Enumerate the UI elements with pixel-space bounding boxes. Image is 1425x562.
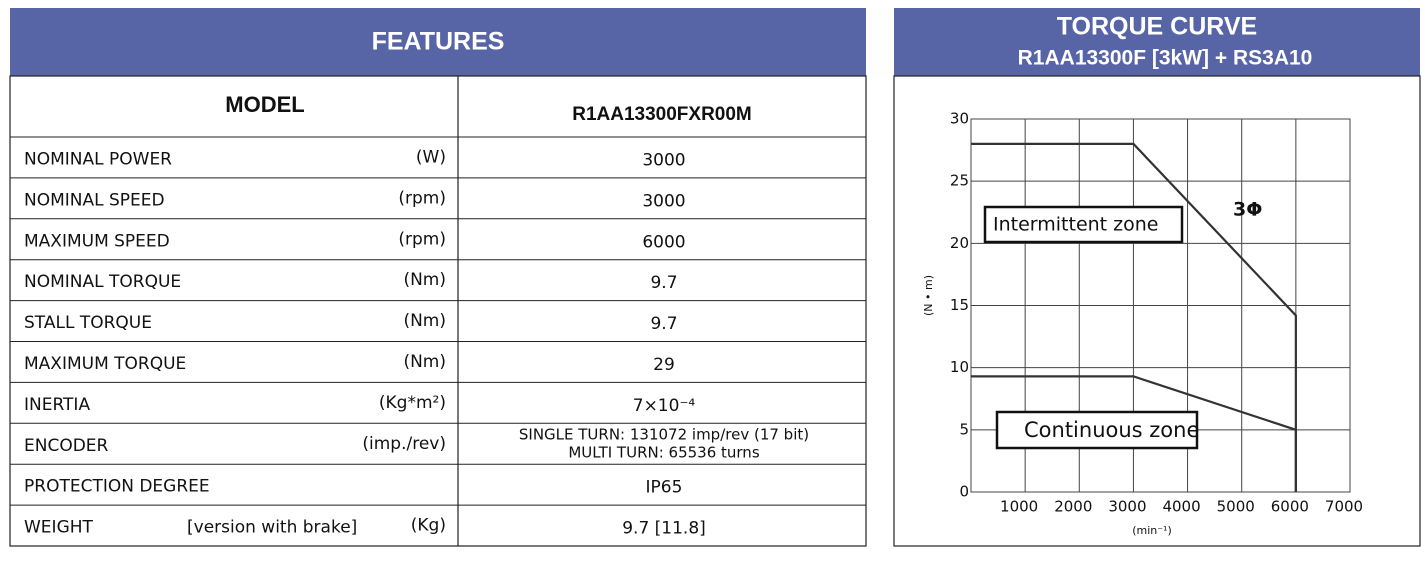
row-label: WEIGHT	[24, 518, 94, 538]
row-unit: (Nm)	[403, 352, 446, 372]
curve	[971, 375, 1297, 492]
features-title: FEATURES	[372, 28, 505, 56]
y-tick-label: 15	[950, 296, 969, 314]
x-tick-label: 2000	[1054, 498, 1092, 516]
model-value: R1AA13300FXR00M	[572, 104, 752, 125]
row-value: IP65	[646, 478, 683, 498]
row-value: 7×10⁻⁴	[633, 396, 696, 416]
x-tick-label: 3000	[1108, 498, 1146, 516]
row-label: MAXIMUM SPEED	[24, 231, 170, 251]
y-tick-label: 30	[950, 110, 969, 128]
row-label: NOMINAL TORQUE	[24, 272, 181, 292]
model-header: MODEL	[225, 92, 304, 117]
chart-title: TORQUE CURVE	[1057, 13, 1258, 41]
row-value: MULTI TURN: 65536 turns	[568, 443, 759, 461]
row-unit: (rpm)	[398, 188, 446, 208]
row-label: ENCODER	[24, 436, 109, 456]
annotation: 3Φ	[1233, 199, 1262, 221]
row-unit: (Nm)	[403, 270, 446, 290]
row-note: [version with brake]	[187, 518, 357, 538]
features-header	[10, 8, 866, 76]
row-value: 3000	[642, 191, 685, 211]
legend-label: Intermittent zone	[993, 214, 1159, 236]
plot-frame	[970, 118, 1351, 493]
row-label: INERTIA	[24, 395, 90, 415]
row-label: STALL TORQUE	[24, 313, 152, 333]
chart-subtitle: R1AA13300F [3kW] + RS3A10	[1018, 47, 1313, 70]
row-value: 6000	[642, 232, 685, 252]
row-unit: (rpm)	[398, 229, 446, 249]
y-tick-label: 10	[950, 358, 969, 376]
row-label: NOMINAL SPEED	[24, 190, 165, 210]
x-tick-label: 5000	[1217, 498, 1255, 516]
y-axis-label: (N • m)	[922, 275, 935, 316]
curve	[971, 142, 1297, 492]
table-border	[9, 75, 867, 547]
row-unit: (Kg*m²)	[379, 393, 446, 413]
row-value: 29	[653, 355, 675, 375]
x-tick-label: 4000	[1162, 498, 1200, 516]
row-label: MAXIMUM TORQUE	[24, 354, 186, 374]
row-value: 9.7 [11.8]	[622, 519, 706, 539]
y-tick-label: 25	[950, 172, 969, 190]
zone-box	[995, 410, 1199, 450]
row-value: 3000	[642, 150, 685, 170]
row-value: 9.7	[650, 273, 677, 293]
y-tick-label: 5	[959, 420, 969, 438]
row-unit: (Nm)	[403, 311, 446, 331]
row-unit: (W)	[416, 147, 446, 167]
row-label: NOMINAL POWER	[24, 149, 172, 169]
row-value: 9.7	[650, 314, 677, 334]
x-tick-label: 7000	[1325, 498, 1363, 516]
y-tick-label: 20	[950, 234, 969, 252]
legend-label: Continuous zone	[1024, 418, 1199, 442]
x-tick-label: 1000	[1000, 498, 1038, 516]
row-unit: (imp./rev)	[362, 434, 446, 454]
torque-header	[894, 8, 1420, 76]
row-value: SINGLE TURN: 131072 imp/rev (17 bit)	[519, 425, 809, 443]
x-tick-label: 6000	[1271, 498, 1309, 516]
y-tick-label: 0	[959, 483, 969, 501]
chart-border	[893, 75, 1421, 547]
x-axis-label: (min⁻¹)	[1132, 524, 1172, 537]
row-label: PROTECTION DEGREE	[24, 477, 210, 497]
row-unit: (Kg)	[411, 516, 446, 536]
zone-box	[983, 205, 1184, 244]
